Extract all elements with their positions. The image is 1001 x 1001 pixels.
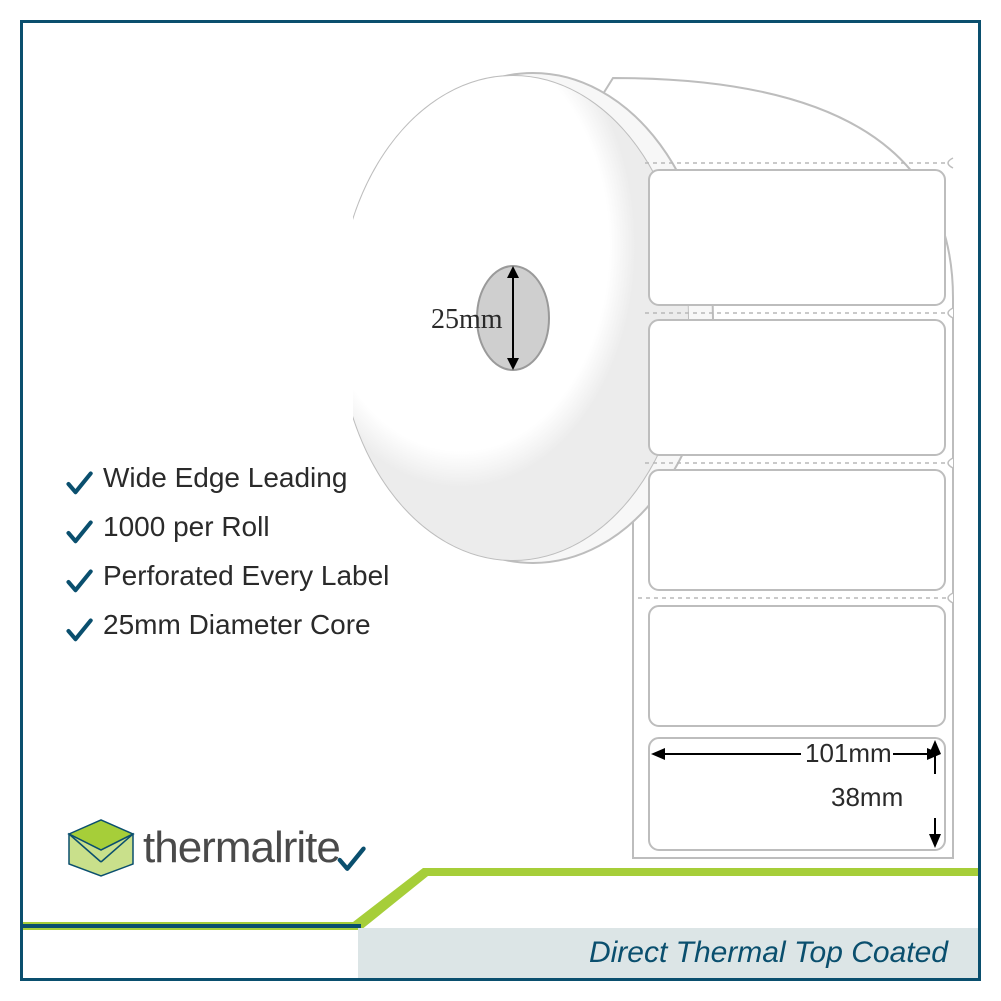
svg-text:38mm: 38mm	[831, 782, 903, 812]
feature-text: Wide Edge Leading	[103, 453, 347, 502]
svg-text:101mm: 101mm	[805, 738, 892, 768]
check-icon	[65, 562, 93, 590]
feature-list: Wide Edge Leading 1000 per Roll Perforat…	[65, 453, 389, 649]
diagonal-accent	[23, 860, 978, 930]
feature-text: Perforated Every Label	[103, 551, 389, 600]
feature-item: 1000 per Roll	[65, 502, 389, 551]
feature-item: Perforated Every Label	[65, 551, 389, 600]
roll-diagram: 25mm	[353, 58, 993, 878]
feature-text: 25mm Diameter Core	[103, 600, 371, 649]
feature-text: 1000 per Roll	[103, 502, 270, 551]
product-type-banner: Direct Thermal Top Coated	[358, 928, 978, 978]
outer-frame: 25mm	[20, 20, 981, 981]
feature-item: 25mm Diameter Core	[65, 600, 389, 649]
navy-underline	[23, 924, 361, 928]
check-icon	[65, 513, 93, 541]
check-icon	[65, 611, 93, 639]
feature-item: Wide Edge Leading	[65, 453, 389, 502]
check-icon	[65, 464, 93, 492]
banner-text: Direct Thermal Top Coated	[589, 936, 948, 970]
svg-text:25mm: 25mm	[431, 304, 503, 335]
